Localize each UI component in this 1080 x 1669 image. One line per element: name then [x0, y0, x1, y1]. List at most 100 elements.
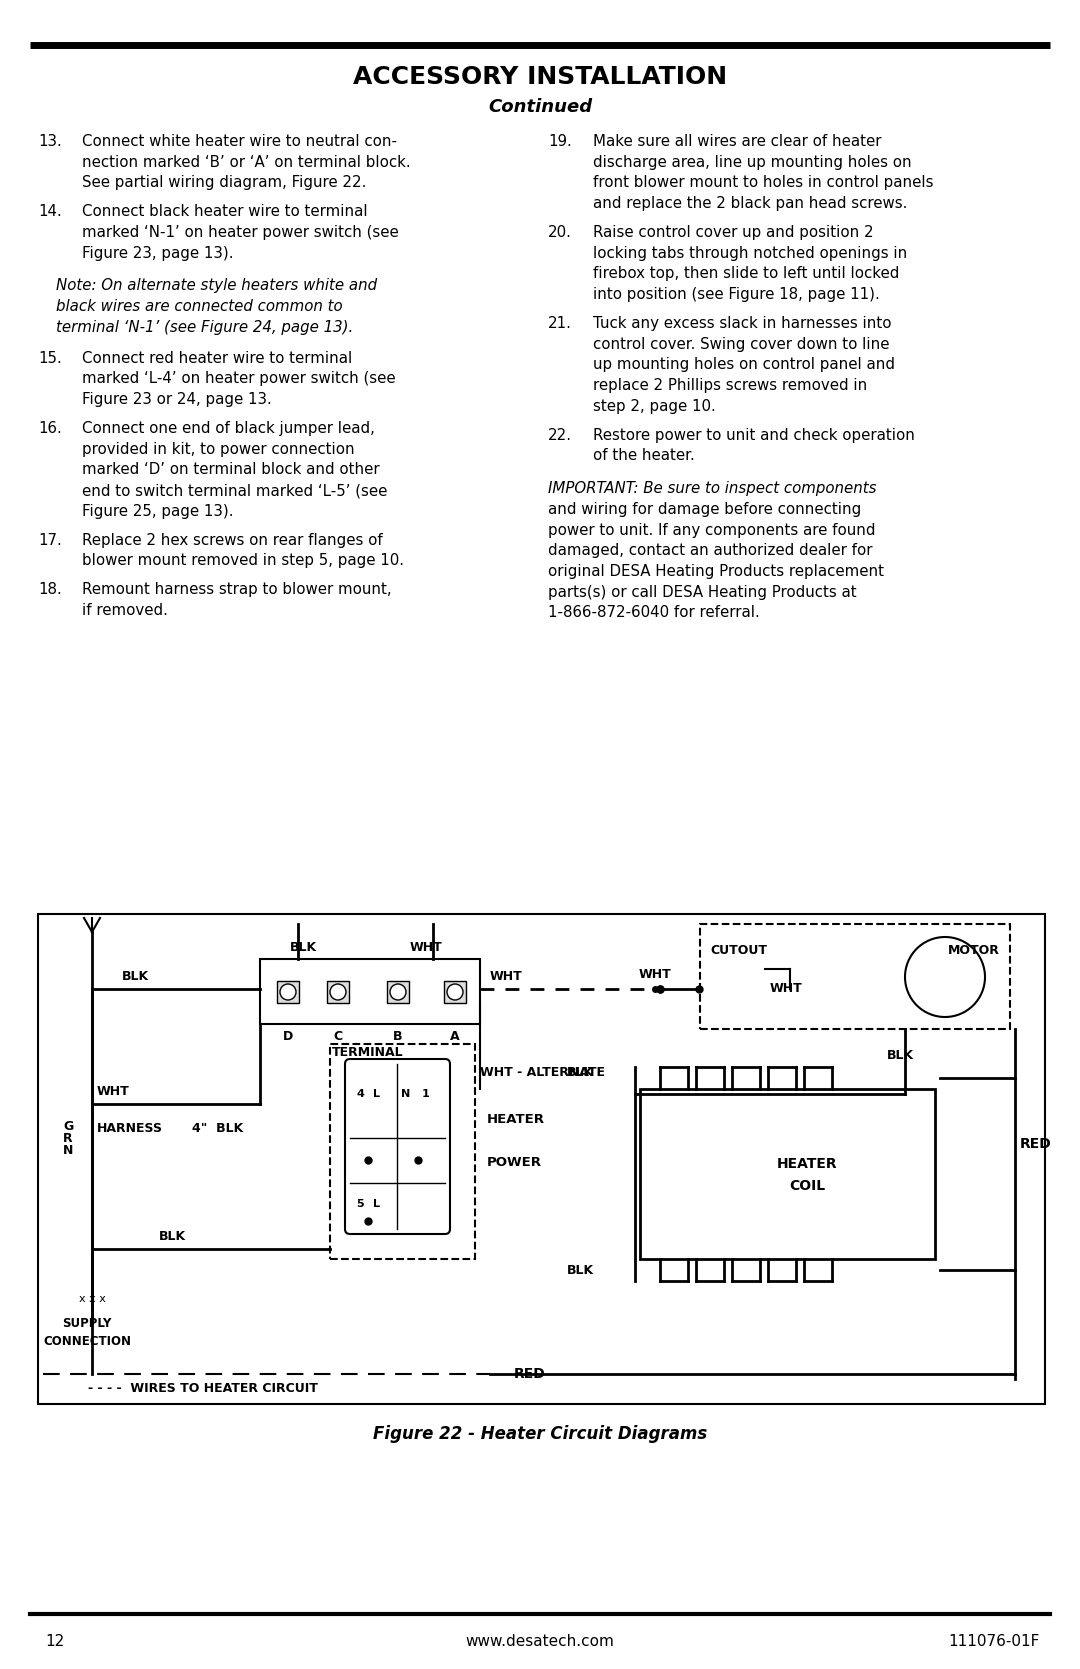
- Text: Note: On alternate style heaters white and: Note: On alternate style heaters white a…: [56, 279, 377, 294]
- Text: 4: 4: [356, 1088, 364, 1098]
- Text: A: A: [450, 1030, 460, 1043]
- Text: Restore power to unit and check operation: Restore power to unit and check operatio…: [593, 427, 915, 442]
- Text: 17.: 17.: [38, 532, 62, 547]
- Text: black wires are connected common to: black wires are connected common to: [56, 299, 342, 314]
- FancyBboxPatch shape: [345, 1060, 450, 1233]
- Text: locking tabs through notched openings in: locking tabs through notched openings in: [593, 245, 907, 260]
- Text: Raise control cover up and position 2: Raise control cover up and position 2: [593, 225, 874, 240]
- Text: of the heater.: of the heater.: [593, 449, 694, 464]
- Text: parts(s) or call DESA Heating Products at: parts(s) or call DESA Heating Products a…: [548, 584, 856, 599]
- Text: control cover. Swing cover down to line: control cover. Swing cover down to line: [593, 337, 890, 352]
- Circle shape: [905, 936, 985, 1016]
- Text: N: N: [402, 1088, 410, 1098]
- Text: BLK: BLK: [887, 1050, 914, 1061]
- Text: marked ‘N-1’ on heater power switch (see: marked ‘N-1’ on heater power switch (see: [82, 225, 399, 240]
- Text: original DESA Heating Products replacement: original DESA Heating Products replaceme…: [548, 564, 885, 579]
- Bar: [260, 960, 480, 1025]
- Text: WHT: WHT: [770, 981, 802, 995]
- Text: SUPPLY: SUPPLY: [63, 1317, 111, 1330]
- Text: blower mount removed in step 5, page 10.: blower mount removed in step 5, page 10.: [82, 552, 404, 567]
- Text: RED: RED: [1020, 1137, 1052, 1152]
- Text: WHT: WHT: [490, 970, 523, 983]
- Text: COIL: COIL: [788, 1178, 825, 1193]
- Text: Tuck any excess slack in harnesses into: Tuck any excess slack in harnesses into: [593, 315, 891, 330]
- Bar: [276, 981, 299, 1003]
- Bar: [640, 1088, 935, 1258]
- Circle shape: [330, 985, 346, 1000]
- Bar: [700, 925, 1010, 1030]
- Text: 12: 12: [45, 1634, 64, 1649]
- Text: Figure 22 - Heater Circuit Diagrams: Figure 22 - Heater Circuit Diagrams: [373, 1425, 707, 1444]
- Text: up mounting holes on control panel and: up mounting holes on control panel and: [593, 357, 895, 372]
- Bar: [330, 1045, 475, 1258]
- Text: if removed.: if removed.: [82, 603, 167, 618]
- Circle shape: [280, 985, 296, 1000]
- Text: CUTOUT: CUTOUT: [710, 945, 767, 956]
- Text: IMPORTANT: Be sure to inspect components: IMPORTANT: Be sure to inspect components: [548, 481, 877, 496]
- Text: Figure 25, page 13).: Figure 25, page 13).: [82, 504, 233, 519]
- Text: MOTOR: MOTOR: [948, 945, 1000, 956]
- Text: x x x: x x x: [79, 1293, 106, 1303]
- Text: See partial wiring diagram, Figure 22.: See partial wiring diagram, Figure 22.: [82, 175, 366, 190]
- Text: 4"  BLK: 4" BLK: [192, 1122, 243, 1135]
- Text: power to unit. If any components are found: power to unit. If any components are fou…: [548, 522, 876, 537]
- Text: discharge area, line up mounting holes on: discharge area, line up mounting holes o…: [593, 155, 912, 170]
- Text: 111076-01F: 111076-01F: [948, 1634, 1040, 1649]
- Text: Connect red heater wire to terminal: Connect red heater wire to terminal: [82, 350, 352, 366]
- Text: Replace 2 hex screws on rear flanges of: Replace 2 hex screws on rear flanges of: [82, 532, 382, 547]
- Text: Connect one end of black jumper lead,: Connect one end of black jumper lead,: [82, 421, 375, 436]
- Text: BLK: BLK: [289, 941, 316, 955]
- Text: 13.: 13.: [38, 134, 62, 149]
- Text: 16.: 16.: [38, 421, 62, 436]
- Text: 19.: 19.: [548, 134, 571, 149]
- Text: replace 2 Phillips screws removed in: replace 2 Phillips screws removed in: [593, 379, 867, 394]
- Text: 5: 5: [356, 1200, 364, 1210]
- Text: Connect black heater wire to terminal: Connect black heater wire to terminal: [82, 204, 367, 219]
- Text: Figure 23 or 24, page 13.: Figure 23 or 24, page 13.: [82, 392, 272, 407]
- Text: HEATER: HEATER: [777, 1157, 837, 1172]
- Text: Figure 23, page 13).: Figure 23, page 13).: [82, 245, 233, 260]
- Text: HEATER: HEATER: [487, 1113, 545, 1127]
- Text: BLK: BLK: [159, 1230, 186, 1243]
- Text: Make sure all wires are clear of heater: Make sure all wires are clear of heater: [593, 134, 881, 149]
- Text: 21.: 21.: [548, 315, 572, 330]
- Text: into position (see Figure 18, page 11).: into position (see Figure 18, page 11).: [593, 287, 880, 302]
- Text: and replace the 2 black pan head screws.: and replace the 2 black pan head screws.: [593, 197, 907, 212]
- Text: 18.: 18.: [38, 582, 62, 598]
- Text: WHT - ALTERNATE: WHT - ALTERNATE: [480, 1065, 605, 1078]
- Text: ACCESSORY INSTALLATION: ACCESSORY INSTALLATION: [353, 65, 727, 88]
- Text: POWER: POWER: [487, 1155, 542, 1168]
- Text: WHT: WHT: [97, 1085, 130, 1098]
- Text: - - - -  WIRES TO HEATER CIRCUIT: - - - - WIRES TO HEATER CIRCUIT: [87, 1382, 318, 1395]
- Text: firebox top, then slide to left until locked: firebox top, then slide to left until lo…: [593, 267, 900, 282]
- Text: BLK: BLK: [566, 1066, 594, 1080]
- Text: L: L: [373, 1200, 379, 1210]
- Bar: [327, 981, 349, 1003]
- Circle shape: [390, 985, 406, 1000]
- Text: www.desatech.com: www.desatech.com: [465, 1634, 615, 1649]
- Text: and wiring for damage before connecting: and wiring for damage before connecting: [548, 502, 861, 517]
- Text: provided in kit, to power connection: provided in kit, to power connection: [82, 442, 354, 457]
- Bar: [38, 915, 1045, 1404]
- Text: 14.: 14.: [38, 204, 62, 219]
- Text: 20.: 20.: [548, 225, 572, 240]
- Text: WHT: WHT: [638, 968, 672, 980]
- Text: BLK: BLK: [566, 1263, 594, 1277]
- Text: terminal ‘N-1’ (see Figure 24, page 13).: terminal ‘N-1’ (see Figure 24, page 13).: [56, 320, 353, 335]
- Text: Continued: Continued: [488, 98, 592, 117]
- Text: marked ‘D’ on terminal block and other: marked ‘D’ on terminal block and other: [82, 462, 380, 477]
- Text: D: D: [283, 1030, 293, 1043]
- Text: Remount harness strap to blower mount,: Remount harness strap to blower mount,: [82, 582, 392, 598]
- Text: step 2, page 10.: step 2, page 10.: [593, 399, 716, 414]
- Text: B: B: [393, 1030, 403, 1043]
- Bar: [444, 981, 465, 1003]
- Text: marked ‘L-4’ on heater power switch (see: marked ‘L-4’ on heater power switch (see: [82, 372, 395, 386]
- Text: 1: 1: [422, 1088, 430, 1098]
- Text: TERMINAL: TERMINAL: [333, 1046, 404, 1060]
- Text: BLK: BLK: [122, 970, 149, 983]
- Text: G
R
N: G R N: [63, 1120, 73, 1158]
- Text: nection marked ‘B’ or ‘A’ on terminal block.: nection marked ‘B’ or ‘A’ on terminal bl…: [82, 155, 410, 170]
- Text: Connect white heater wire to neutral con-: Connect white heater wire to neutral con…: [82, 134, 397, 149]
- Text: end to switch terminal marked ‘L-5’ (see: end to switch terminal marked ‘L-5’ (see: [82, 482, 388, 497]
- Text: damaged, contact an authorized dealer for: damaged, contact an authorized dealer fo…: [548, 542, 873, 557]
